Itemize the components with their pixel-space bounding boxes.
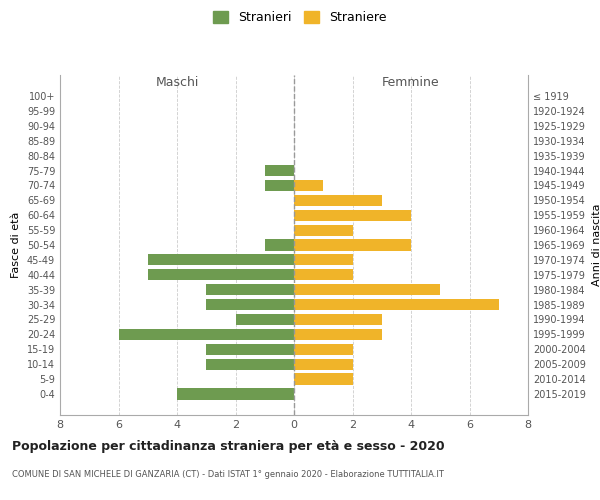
Bar: [294, 344, 353, 355]
Bar: [294, 284, 440, 296]
Bar: [294, 194, 382, 206]
Y-axis label: Anni di nascita: Anni di nascita: [592, 204, 600, 286]
Text: Popolazione per cittadinanza straniera per età e sesso - 2020: Popolazione per cittadinanza straniera p…: [12, 440, 445, 453]
Bar: [119, 329, 294, 340]
Bar: [294, 254, 353, 266]
Bar: [148, 254, 294, 266]
Bar: [206, 284, 294, 296]
Bar: [206, 299, 294, 310]
Bar: [294, 299, 499, 310]
Bar: [294, 180, 323, 191]
Bar: [206, 358, 294, 370]
Bar: [294, 210, 411, 221]
Text: Femmine: Femmine: [382, 76, 440, 88]
Bar: [235, 314, 294, 325]
Bar: [265, 240, 294, 250]
Bar: [294, 269, 353, 280]
Bar: [265, 165, 294, 176]
Bar: [206, 344, 294, 355]
Bar: [294, 224, 353, 235]
Bar: [294, 329, 382, 340]
Bar: [294, 374, 353, 384]
Bar: [294, 314, 382, 325]
Legend: Stranieri, Straniere: Stranieri, Straniere: [213, 11, 387, 24]
Bar: [294, 240, 411, 250]
Bar: [148, 269, 294, 280]
Text: COMUNE DI SAN MICHELE DI GANZARIA (CT) - Dati ISTAT 1° gennaio 2020 - Elaborazio: COMUNE DI SAN MICHELE DI GANZARIA (CT) -…: [12, 470, 444, 479]
Bar: [265, 180, 294, 191]
Text: Maschi: Maschi: [155, 76, 199, 88]
Bar: [177, 388, 294, 400]
Bar: [294, 358, 353, 370]
Y-axis label: Fasce di età: Fasce di età: [11, 212, 21, 278]
